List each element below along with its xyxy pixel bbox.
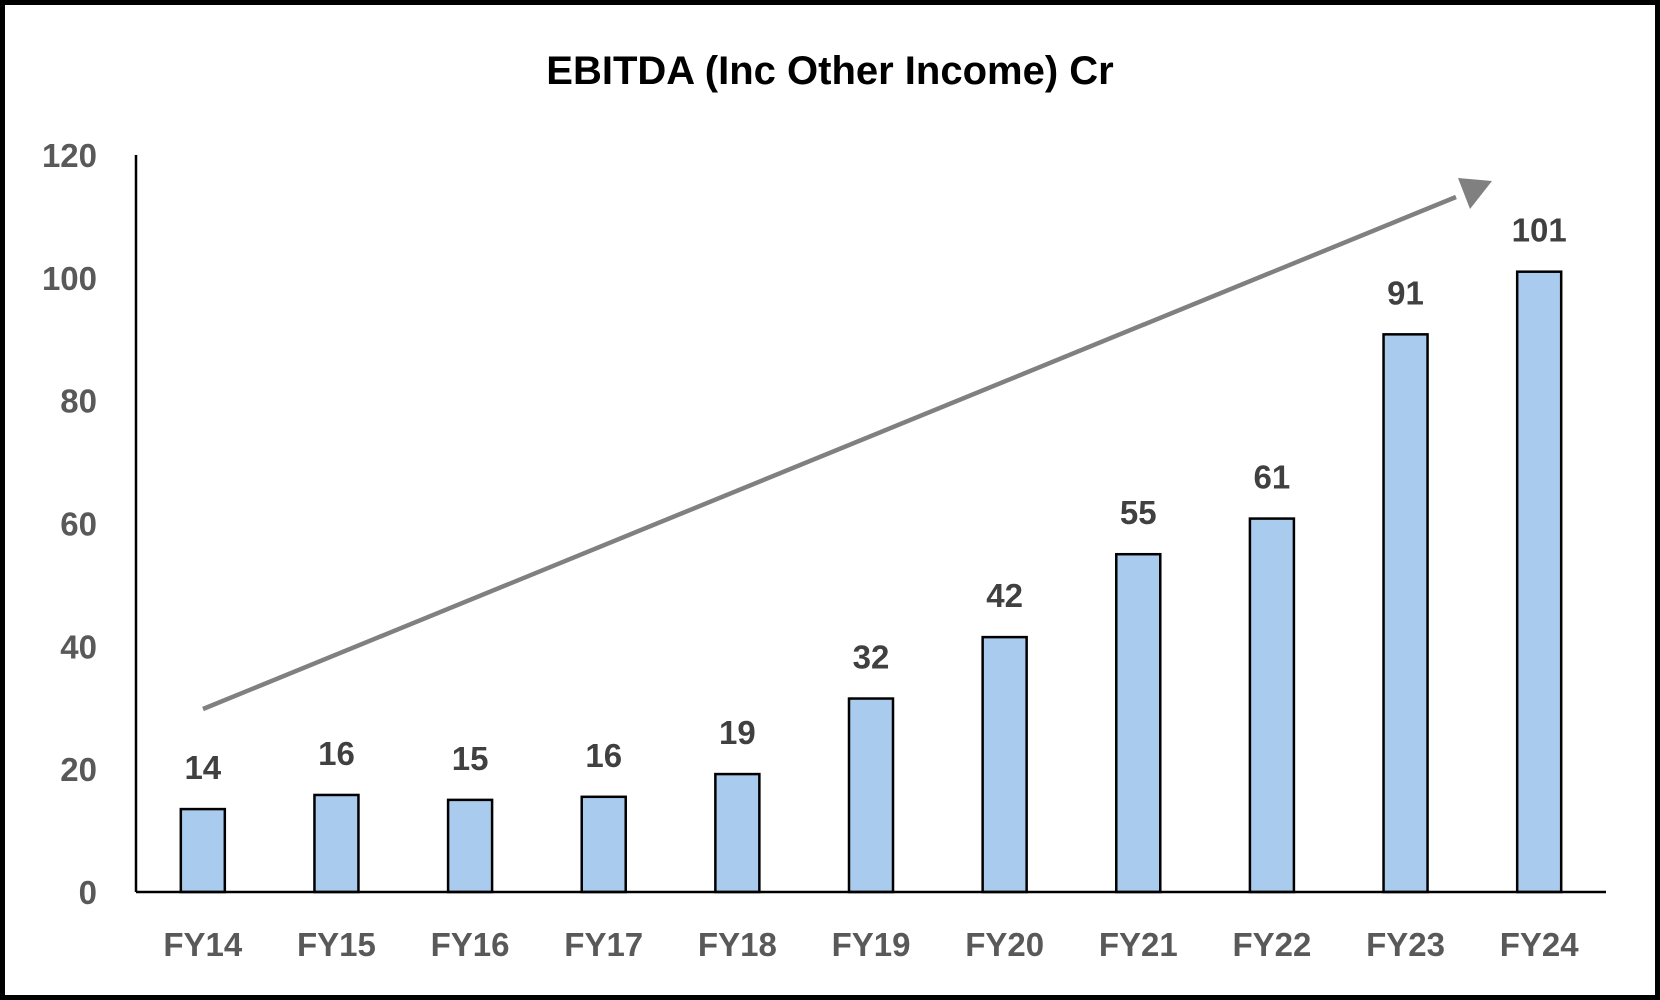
x-tick-label: FY20: [965, 926, 1044, 963]
data-label: 32: [853, 639, 890, 676]
bar: [1115, 552, 1162, 894]
y-tick-label: 60: [60, 506, 97, 543]
x-tick-label: FY15: [297, 926, 376, 963]
y-tick-label: 100: [42, 260, 97, 297]
x-tick-label: FY14: [163, 926, 243, 963]
bars: [179, 270, 1563, 894]
y-tick-label: 20: [60, 751, 97, 788]
bar: [313, 793, 360, 894]
data-label: 16: [585, 737, 622, 774]
data-labels: 14 16 15 16 19 32 42 55 61 91 101: [184, 212, 1566, 786]
data-label: 61: [1254, 459, 1291, 496]
bar: [714, 772, 761, 894]
bar: [981, 635, 1028, 894]
x-tick-label: FY18: [698, 926, 777, 963]
data-label: 55: [1120, 494, 1157, 531]
bar: [446, 798, 494, 894]
bar: [1382, 333, 1429, 894]
x-tick-label: FY23: [1366, 926, 1445, 963]
data-label: 14: [184, 749, 221, 786]
chart-title: EBITDA (Inc Other Income) Cr: [546, 49, 1113, 93]
trend-arrow-line: [202, 194, 1457, 712]
trend-arrow: [202, 178, 1492, 712]
x-tick-label: FY21: [1099, 926, 1178, 963]
x-tick-label: FY24: [1500, 926, 1580, 963]
bar: [580, 795, 627, 894]
bar: [1515, 270, 1563, 894]
bar: [179, 807, 227, 894]
y-tick-label: 0: [79, 874, 97, 911]
data-label: 16: [318, 735, 355, 772]
x-tick-label: FY16: [431, 926, 510, 963]
x-tick-label: FY17: [564, 926, 643, 963]
y-tick-label: 120: [42, 137, 97, 174]
y-tick-label: 80: [60, 383, 97, 420]
bar: [847, 697, 895, 894]
data-label: 19: [719, 714, 756, 751]
data-label: 101: [1512, 212, 1567, 249]
y-axis-ticks: 0 20 40 60 80 100 120: [42, 137, 97, 911]
bar: [1248, 517, 1296, 894]
x-tick-label: FY19: [832, 926, 911, 963]
data-label: 42: [986, 577, 1023, 614]
data-label: 91: [1387, 274, 1424, 311]
x-axis-ticks: FY14 FY15 FY16 FY17 FY18 FY19 FY20 FY21 FY22 FY23…: [163, 926, 1579, 963]
data-label: 15: [452, 740, 489, 777]
y-tick-label: 40: [60, 628, 97, 665]
x-tick-label: FY22: [1232, 926, 1311, 963]
trend-arrow-head: [1458, 178, 1492, 209]
